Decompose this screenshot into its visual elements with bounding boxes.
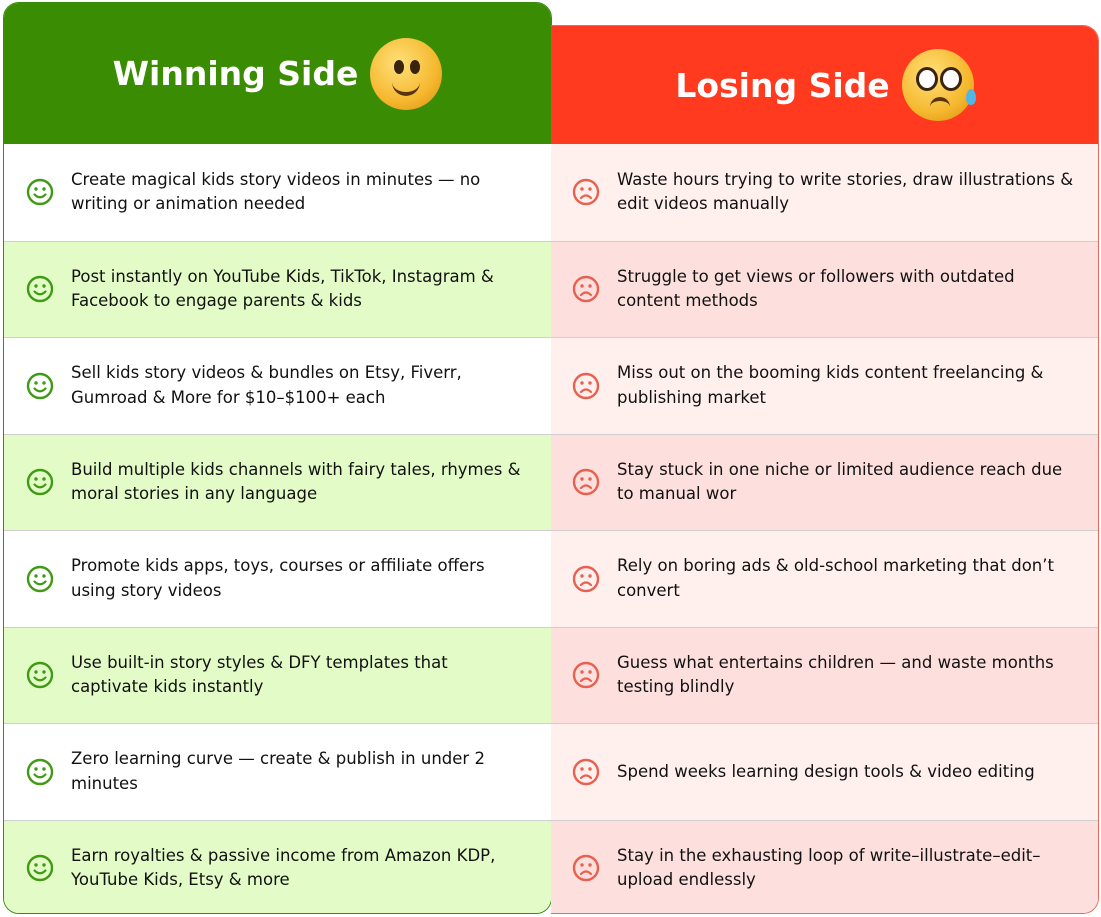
winning-item-text: Earn royalties & passive income from Ama… bbox=[71, 845, 496, 890]
smile-icon bbox=[26, 178, 54, 206]
winning-row: Promote kids apps, toys, courses or affi… bbox=[4, 530, 551, 627]
frown-icon bbox=[572, 178, 600, 206]
losing-item-text: Spend weeks learning design tools & vide… bbox=[617, 761, 1035, 781]
frown-icon bbox=[572, 372, 600, 400]
winning-item-text: Create magical kids story videos in minu… bbox=[71, 169, 481, 214]
winning-row: Post instantly on YouTube Kids, TikTok, … bbox=[4, 240, 551, 337]
winning-row: Use built-in story styles & DFY template… bbox=[4, 626, 551, 723]
winning-item-text: Build multiple kids channels with fairy … bbox=[71, 459, 521, 504]
winning-row: Earn royalties & passive income from Ama… bbox=[4, 819, 551, 913]
smile-icon bbox=[26, 854, 54, 882]
smile-icon bbox=[26, 565, 54, 593]
frown-icon bbox=[572, 565, 600, 593]
smile-icon bbox=[26, 661, 54, 689]
winning-side-title: Winning Side bbox=[112, 54, 359, 93]
winning-row: Sell kids story videos & bundles on Etsy… bbox=[4, 337, 551, 434]
frown-icon bbox=[572, 275, 600, 303]
thumbs-up-smiley-emoji-icon bbox=[370, 37, 443, 110]
frown-icon bbox=[572, 661, 600, 689]
smile-icon bbox=[26, 275, 54, 303]
losing-side-column: Losing Side Waste hours trying to write … bbox=[551, 25, 1099, 914]
losing-item-text: Miss out on the booming kids content fre… bbox=[617, 363, 1044, 407]
winning-item-text: Use built-in story styles & DFY template… bbox=[71, 652, 448, 697]
winning-side-header: Winning Side bbox=[4, 3, 551, 144]
losing-row: Miss out on the booming kids content fre… bbox=[551, 337, 1098, 434]
winning-item-text: Promote kids apps, toys, courses or affi… bbox=[71, 556, 485, 600]
losing-row: Waste hours trying to write stories, dra… bbox=[551, 144, 1098, 241]
losing-item-text: Rely on boring ads & old-school marketin… bbox=[617, 556, 1054, 600]
losing-item-text: Struggle to get views or followers with … bbox=[617, 266, 1015, 311]
losing-row: Struggle to get views or followers with … bbox=[551, 240, 1098, 337]
losing-item-text: Stay stuck in one niche or limited audie… bbox=[617, 459, 1063, 504]
winning-item-text: Post instantly on YouTube Kids, TikTok, … bbox=[71, 266, 494, 311]
losing-side-header: Losing Side bbox=[551, 26, 1098, 144]
losing-item-text: Guess what entertains children — and was… bbox=[617, 652, 1054, 697]
winning-row: Create magical kids story videos in minu… bbox=[4, 144, 551, 241]
losing-row: Stay stuck in one niche or limited audie… bbox=[551, 433, 1098, 530]
losing-row: Guess what entertains children — and was… bbox=[551, 626, 1098, 723]
frown-icon bbox=[572, 758, 600, 786]
frown-icon bbox=[572, 468, 600, 496]
losing-row: Spend weeks learning design tools & vide… bbox=[551, 723, 1098, 820]
pleading-tear-emoji-icon bbox=[901, 49, 976, 121]
losing-side-title: Losing Side bbox=[675, 65, 890, 105]
losing-item-text: Stay in the exhausting loop of write–ill… bbox=[617, 845, 1041, 890]
winning-side-column: Winning Side Create magical kids story v… bbox=[3, 2, 552, 914]
losing-item-text: Waste hours trying to write stories, dra… bbox=[617, 169, 1074, 214]
winning-item-text: Zero learning curve — create & publish i… bbox=[71, 749, 485, 793]
smile-icon bbox=[26, 758, 54, 786]
smile-icon bbox=[26, 372, 54, 400]
frown-icon bbox=[572, 854, 600, 882]
losing-row: Stay in the exhausting loop of write–ill… bbox=[551, 819, 1098, 913]
winning-row: Zero learning curve — create & publish i… bbox=[4, 723, 551, 820]
winning-item-text: Sell kids story videos & bundles on Etsy… bbox=[71, 363, 462, 407]
smile-icon bbox=[26, 468, 54, 496]
losing-row: Rely on boring ads & old-school marketin… bbox=[551, 530, 1098, 627]
winning-row: Build multiple kids channels with fairy … bbox=[4, 433, 551, 530]
